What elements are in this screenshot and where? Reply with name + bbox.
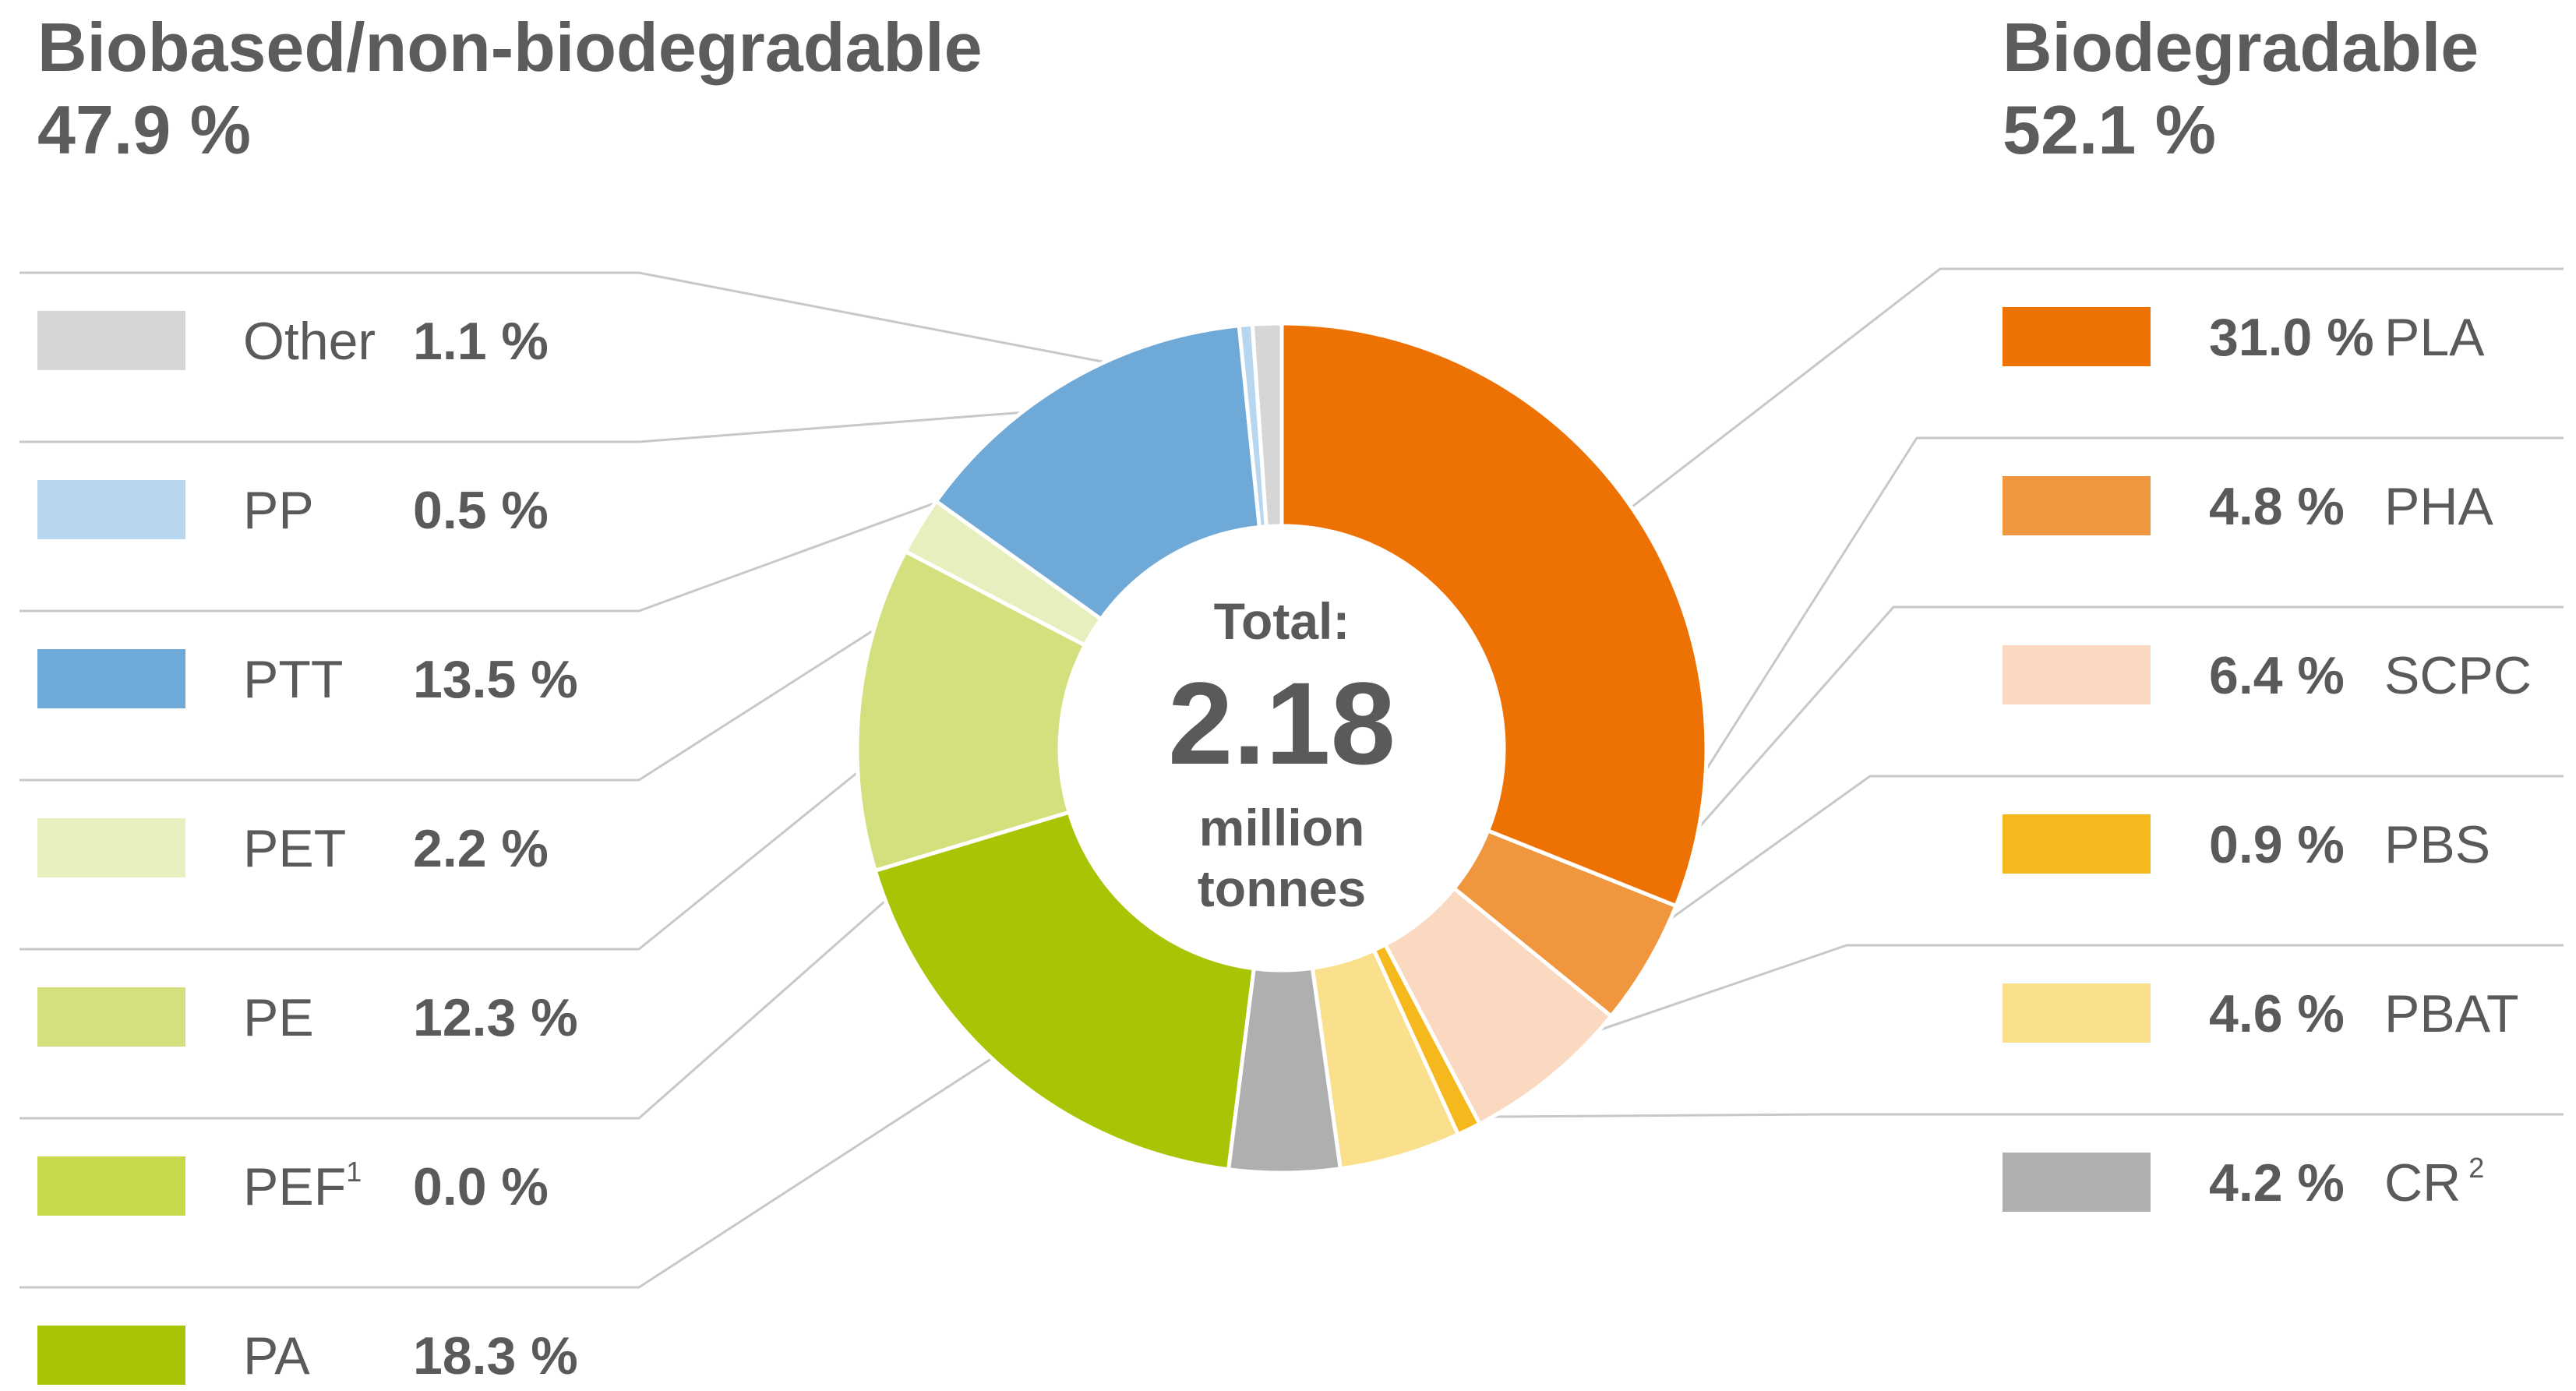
legend-value-pbs: 0.9 %: [2209, 815, 2345, 874]
legend-swatch-pp: [37, 480, 185, 539]
connector-pe: [19, 713, 930, 951]
legend-swatch-other: [37, 311, 185, 370]
legend-value-pe: 12.3 %: [413, 988, 578, 1047]
legend-label-pp: PP: [243, 481, 314, 540]
legend-label-pef: PEF1: [243, 1156, 362, 1216]
slice-ptt: [933, 323, 1262, 622]
legend-label-pet: PET: [243, 819, 346, 878]
legend-swatch-scpc: [2003, 645, 2151, 704]
connector-pa: [19, 1018, 1054, 1289]
legend-swatch-pet: [37, 818, 185, 877]
donut-center: Total: 2.18 million tonnes: [1168, 592, 1396, 917]
legend-label-other: Other: [243, 312, 376, 371]
legend-value-pha: 4.8 %: [2209, 477, 2345, 536]
center-unit-line1: million: [1199, 799, 1365, 856]
slice-other: [1250, 321, 1284, 529]
header-biodegradable-percent: 52.1 %: [2003, 90, 2216, 168]
legend-swatch-pbat: [2003, 983, 2151, 1043]
connector-pef: [19, 849, 944, 1120]
legend-label-pa: PA: [243, 1326, 310, 1386]
slice-pe: [855, 549, 1088, 874]
center-unit-line2: tonnes: [1198, 860, 1366, 917]
legend-swatch-cr: [2003, 1153, 2151, 1212]
connector-pla: [1587, 267, 2564, 542]
legend-swatch-ptt: [37, 649, 185, 708]
slice-pla: [1279, 321, 1709, 909]
legend-label-pbat: PBAT: [2384, 984, 2519, 1043]
legend-label-pbs: PBS: [2384, 815, 2490, 874]
legend-value-pla: 31.0 %: [2209, 308, 2374, 367]
slice-pa: [873, 810, 1257, 1172]
legend-swatch-pa: [37, 1326, 185, 1385]
legend-swatch-pha: [2003, 476, 2151, 535]
legend: Other 1.1 % PP 0.5 % PTT 13.5 % PET 2.2 % PE 12.3…: [37, 307, 2532, 1386]
header-biodegradable-title: Biodegradable: [2003, 9, 2479, 86]
legend-value-pp: 0.5 %: [413, 481, 549, 540]
legend-label-ptt: PTT: [243, 650, 343, 709]
legend-value-pa: 18.3 %: [413, 1326, 578, 1386]
legend-value-ptt: 13.5 %: [413, 650, 578, 709]
connector-pet: [19, 561, 981, 782]
legend-swatch-pbs: [2003, 814, 2151, 874]
donut-slices: [855, 321, 1709, 1175]
center-total-label: Total:: [1214, 592, 1350, 650]
legend-value-pet: 2.2 %: [413, 819, 549, 878]
legend-label-pla: PLA: [2384, 308, 2485, 367]
legend-swatch-pe: [37, 987, 185, 1047]
legend-value-scpc: 6.4 %: [2209, 646, 2345, 705]
legend-label-pha: PHA: [2384, 477, 2493, 536]
center-total-value: 2.18: [1168, 658, 1396, 789]
connector-other: [19, 271, 1270, 395]
legend-value-other: 1.1 %: [413, 312, 549, 371]
legend-swatch-pef: [37, 1156, 185, 1216]
legend-value-cr: 4.2 %: [2209, 1153, 2345, 1213]
legend-swatch-pla: [2003, 307, 2151, 366]
header-biobased-title: Biobased/non-biodegradable: [37, 9, 983, 86]
legend-label-cr: CR 2: [2384, 1152, 2484, 1213]
header-biobased: Biobased/non-biodegradable 47.9 %: [37, 6, 983, 171]
legend-label-scpc: SCPC: [2384, 646, 2532, 705]
legend-value-pbat: 4.6 %: [2209, 984, 2345, 1043]
header-biobased-percent: 47.9 %: [37, 90, 251, 168]
legend-label-pe: PE: [243, 988, 314, 1047]
legend-value-pef: 0.0 %: [413, 1157, 549, 1216]
header-biodegradable: Biodegradable 52.1 %: [2003, 6, 2479, 171]
